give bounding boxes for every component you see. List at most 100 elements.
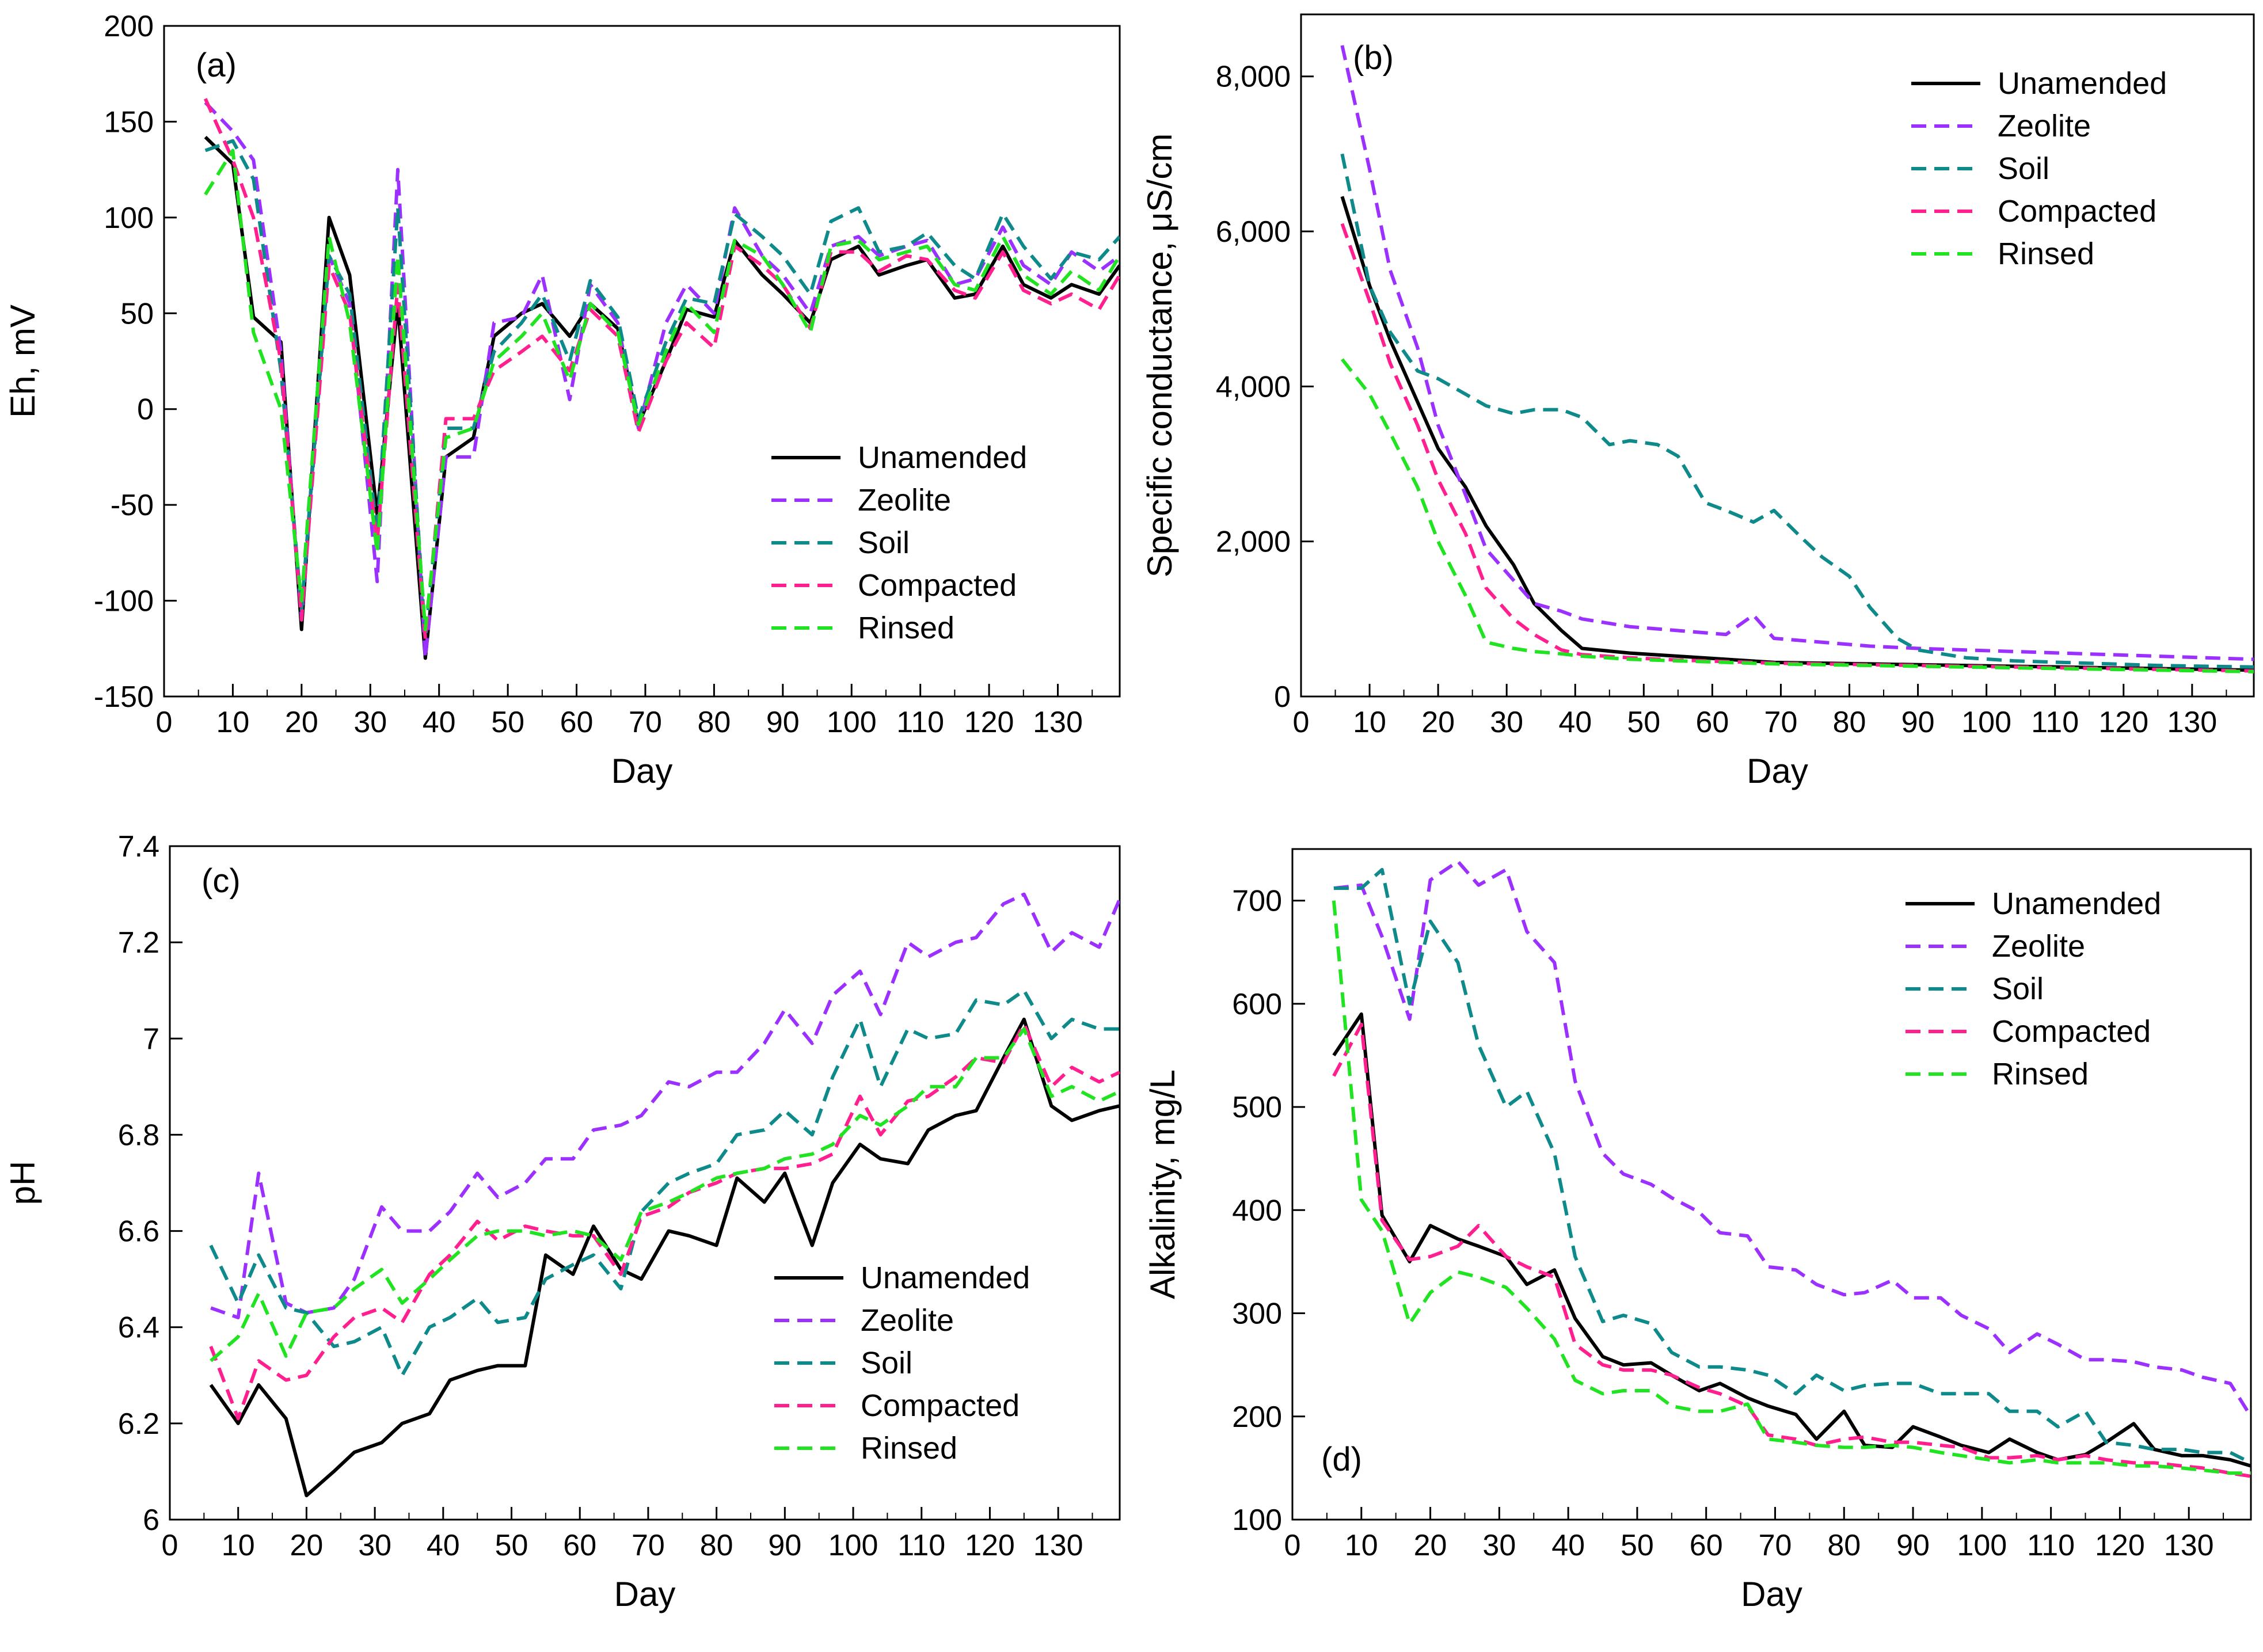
x-tick-label: 110 xyxy=(2031,706,2079,739)
x-tick-label: 0 xyxy=(1284,1529,1301,1562)
legend-label-compacted: Compacted xyxy=(858,568,1017,603)
x-tick-label: 110 xyxy=(897,1529,945,1562)
y-tick-label: 50 xyxy=(120,297,154,330)
legend-label-rinsed: Rinsed xyxy=(1998,237,2094,271)
y-axis-title: Eh, mV xyxy=(3,304,42,418)
x-tick-label: 100 xyxy=(1961,706,2011,739)
series-line-compacted xyxy=(209,1022,1120,1421)
x-tick-label: 0 xyxy=(1293,706,1310,739)
legend-label-compacted: Compacted xyxy=(1998,194,2156,229)
series-line-unamended xyxy=(209,1017,1120,1498)
plot-frame xyxy=(169,845,1121,1521)
x-axis-title: Day xyxy=(1741,1575,1802,1613)
y-tick-label: 6.8 xyxy=(118,1118,159,1152)
panel-label: (c) xyxy=(201,862,241,900)
x-tick-label: 90 xyxy=(1901,706,1935,739)
y-tick-label: 7 xyxy=(143,1022,159,1056)
x-tick-label: 70 xyxy=(632,1529,665,1562)
x-tick-label: 80 xyxy=(1827,1529,1861,1562)
x-tick-label: 60 xyxy=(563,1529,596,1562)
y-tick-label: 8,000 xyxy=(1216,60,1291,94)
x-tick-label: 100 xyxy=(828,1529,878,1562)
legend-label-rinsed: Rinsed xyxy=(1992,1057,2089,1091)
y-tick-label: 300 xyxy=(1232,1297,1282,1331)
y-tick-label: 600 xyxy=(1232,988,1282,1021)
x-tick-label: 30 xyxy=(1482,1529,1516,1562)
y-tick-label: 100 xyxy=(1232,1503,1282,1537)
y-tick-label: 0 xyxy=(1274,680,1291,714)
y-tick-label: 7.2 xyxy=(118,926,159,960)
y-tick-label: 6.2 xyxy=(118,1407,159,1441)
series-line-soil xyxy=(1340,153,2254,669)
panel-c: 0 10 20 30 40 50 60 70 80 90 100 110 120 130 6 6.2 6.4 6.… xyxy=(3,830,1121,1613)
legend-label-soil: Soil xyxy=(1998,151,2049,186)
x-tick-label: 60 xyxy=(1695,706,1729,739)
x-tick-label: 40 xyxy=(423,706,456,739)
y-tick-label: 400 xyxy=(1232,1194,1282,1227)
x-tick-label: 70 xyxy=(1759,1529,1792,1562)
x-tick-label: 20 xyxy=(285,706,318,739)
x-tick-label: 30 xyxy=(1490,706,1523,739)
x-tick-label: 90 xyxy=(766,706,800,739)
legend-label-unamended: Unamended xyxy=(858,440,1027,475)
y-tick-label: 0 xyxy=(137,393,154,427)
legend-label-soil: Soil xyxy=(861,1346,912,1380)
x-tick-label: 10 xyxy=(216,706,250,739)
x-tick-label: 50 xyxy=(495,1529,528,1562)
x-tick-label: 120 xyxy=(964,706,1014,739)
y-tick-label: 6 xyxy=(143,1503,159,1537)
legend-label-zeolite: Zeolite xyxy=(858,483,951,517)
y-axis-title: pH xyxy=(3,1161,42,1205)
x-tick-label: 10 xyxy=(1353,706,1386,739)
x-tick-label: 130 xyxy=(2167,706,2217,739)
x-tick-label: 120 xyxy=(965,1529,1015,1562)
x-tick-label: 50 xyxy=(1627,706,1660,739)
y-tick-label: 6.6 xyxy=(118,1215,159,1248)
panel-label: (b) xyxy=(1353,39,1394,77)
x-axis-title: Day xyxy=(614,1575,676,1613)
x-tick-label: 80 xyxy=(700,1529,733,1562)
x-tick-label: 130 xyxy=(2164,1529,2214,1562)
legend-label-compacted: Compacted xyxy=(861,1388,1020,1423)
panel-label: (a) xyxy=(196,47,237,84)
panel-b: 0 10 20 30 40 50 60 70 80 90 100 110 120 130 0 2,000 4,0… xyxy=(1140,13,2255,790)
y-axis-title: Specific conductance, μS/cm xyxy=(1140,134,1179,578)
x-tick-label: 0 xyxy=(162,1529,178,1562)
x-tick-label: 100 xyxy=(1957,1529,2007,1562)
series-line-compacted xyxy=(203,98,1120,641)
x-tick-label: 40 xyxy=(1558,706,1592,739)
series-line-rinsed xyxy=(204,149,1120,631)
x-tick-label: 90 xyxy=(768,1529,801,1562)
series-line-rinsed xyxy=(1332,900,2251,1475)
x-tick-label: 20 xyxy=(1414,1529,1447,1562)
legend-label-rinsed: Rinsed xyxy=(861,1431,957,1466)
y-tick-label: 4,000 xyxy=(1216,370,1291,404)
x-tick-label: 30 xyxy=(353,706,387,739)
x-tick-label: 110 xyxy=(2027,1529,2075,1562)
x-tick-label: 50 xyxy=(1621,1529,1654,1562)
series-line-soil xyxy=(204,139,1120,641)
y-tick-label: 2,000 xyxy=(1216,526,1291,559)
y-tick-label: -100 xyxy=(94,585,154,618)
x-tick-label: 70 xyxy=(1764,706,1798,739)
x-tick-label: 100 xyxy=(827,706,877,739)
x-axis-title: Day xyxy=(611,752,673,790)
y-tick-label: 100 xyxy=(104,201,154,235)
legend-label-zeolite: Zeolite xyxy=(1992,929,2085,964)
series-line-compacted xyxy=(1332,1022,2251,1478)
y-tick-label: 500 xyxy=(1232,1091,1282,1124)
series-line-zeolite xyxy=(1340,45,2254,661)
y-tick-label: 6,000 xyxy=(1216,215,1291,249)
y-tick-label: 6.4 xyxy=(118,1311,159,1345)
series-line-soil xyxy=(1333,867,2251,1465)
legend-label-unamended: Unamended xyxy=(1998,66,2167,101)
x-tick-label: 0 xyxy=(156,706,173,739)
legend-label-rinsed: Rinsed xyxy=(858,611,954,645)
y-axis-title: Alkalinity, mg/L xyxy=(1143,1069,1182,1299)
panel-d: 0 10 20 30 40 50 60 70 80 90 100 110 120 130 100 200 300… xyxy=(1143,848,2252,1613)
x-tick-label: 80 xyxy=(1833,706,1866,739)
y-tick-label: 700 xyxy=(1232,885,1282,918)
series-line-rinsed xyxy=(210,1027,1120,1362)
legend-label-soil: Soil xyxy=(858,526,910,560)
